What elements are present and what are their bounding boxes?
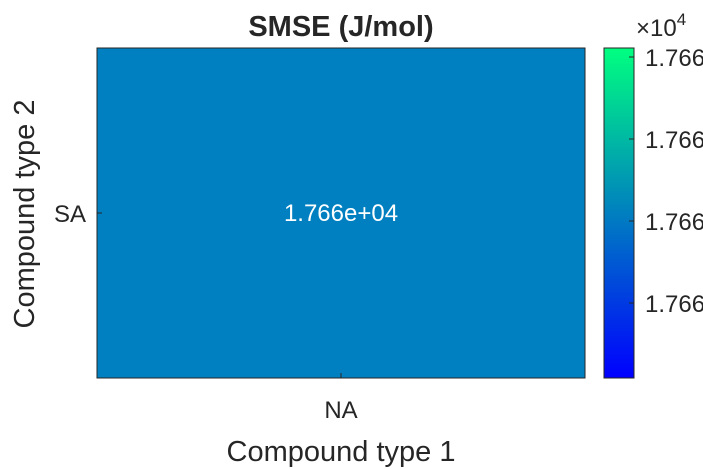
colorbar-tick-label: 1.766 bbox=[645, 209, 703, 236]
y-axis-label: Compound type 2 bbox=[9, 100, 41, 329]
colorbar-tick-label: 1.766 bbox=[645, 127, 703, 154]
colorbar-exponent: ×104 bbox=[636, 10, 686, 42]
plot-frame bbox=[96, 47, 586, 379]
heatmap-cell bbox=[97, 48, 585, 378]
colorbar-exponent-power: 4 bbox=[677, 10, 686, 29]
x-tick-label: NA bbox=[324, 397, 357, 424]
colorbar-gradient bbox=[603, 47, 635, 379]
plot-area: 1.766e+04 NA SA bbox=[54, 48, 585, 424]
colorbar: 1.766 1.766 1.766 1.766 ×104 bbox=[603, 10, 703, 379]
cell-value-label: 1.766e+04 bbox=[284, 200, 398, 227]
colorbar-exponent-base: ×10 bbox=[636, 15, 677, 42]
colorbar-tick-label: 1.766 bbox=[645, 45, 703, 72]
colorbar-ticks: 1.766 1.766 1.766 1.766 bbox=[629, 45, 703, 318]
y-tick-label: SA bbox=[54, 201, 86, 228]
chart-title: SMSE (J/mol) bbox=[248, 11, 433, 43]
colorbar-tick-label: 1.766 bbox=[645, 291, 703, 318]
x-axis-label: Compound type 1 bbox=[227, 436, 456, 468]
